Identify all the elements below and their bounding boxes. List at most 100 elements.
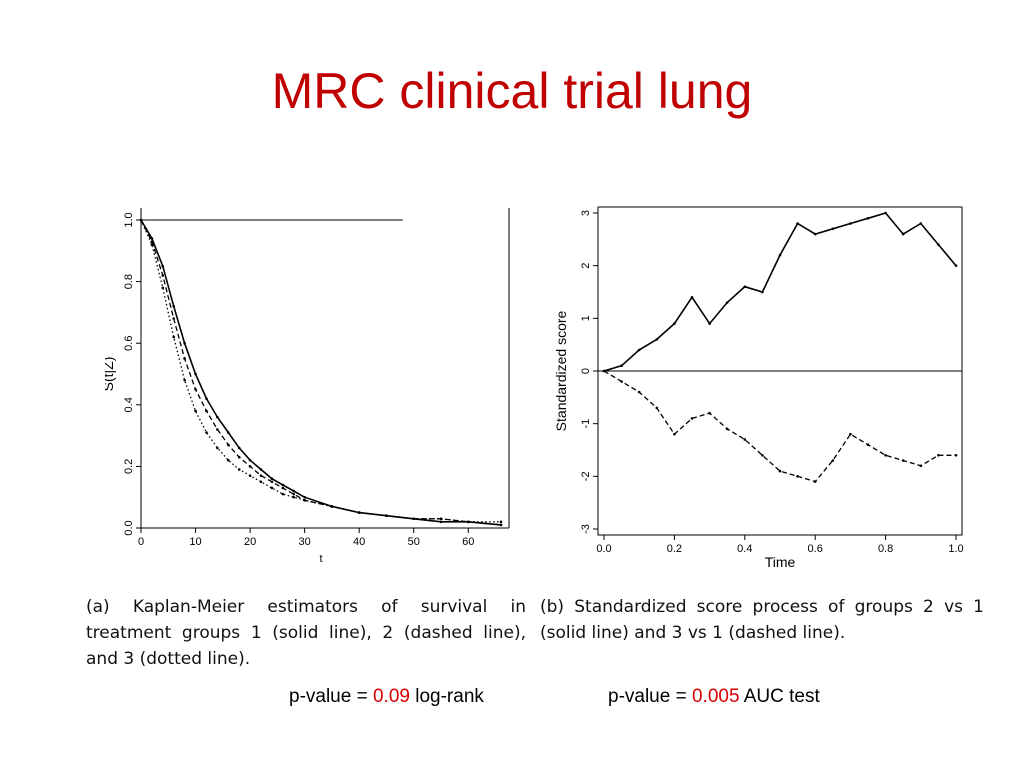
data-point (330, 505, 334, 508)
series-line-2 (603, 370, 956, 483)
data-point (919, 222, 923, 225)
data-point (161, 264, 165, 268)
x-tick-label: 0 (138, 536, 144, 548)
data-point (954, 453, 958, 457)
data-point (796, 475, 799, 478)
data-point (292, 492, 296, 496)
data-point (270, 480, 274, 484)
data-point (172, 304, 176, 308)
y-tick-label: 3 (580, 210, 592, 216)
data-point (901, 232, 905, 236)
data-point (226, 458, 230, 462)
data-point (637, 348, 641, 352)
x-axis-label: Time (765, 554, 796, 570)
data-point (620, 380, 623, 383)
data-point (796, 222, 799, 225)
data-point (150, 237, 154, 240)
x-tick-label: 0.8 (878, 543, 893, 555)
data-point (281, 483, 285, 487)
data-point (259, 480, 263, 484)
data-point (205, 397, 208, 400)
data-point (813, 232, 817, 236)
x-tick-label: 1.0 (948, 543, 963, 555)
data-point (205, 431, 208, 434)
data-point (499, 523, 503, 527)
data-point (866, 443, 870, 447)
y-tick-label: 0.6 (123, 336, 135, 351)
data-point (884, 211, 887, 215)
data-point (849, 432, 852, 436)
y-tick-label: 0.8 (123, 274, 135, 289)
data-point (357, 511, 361, 514)
data-point (194, 409, 197, 413)
pvalue-prefix: p-value = (289, 686, 373, 707)
data-point (725, 301, 729, 304)
pvalue-number: 0.005 (691, 686, 740, 707)
data-point (226, 431, 230, 434)
x-tick-label: 20 (244, 536, 256, 548)
data-point (831, 227, 835, 231)
data-point (385, 514, 388, 517)
x-tick-label: 0.6 (808, 543, 823, 555)
data-point (194, 388, 197, 391)
data-point (743, 285, 747, 289)
data-point (292, 489, 296, 493)
data-point (216, 428, 219, 431)
data-point (194, 372, 197, 376)
series-line-2 (140, 219, 502, 526)
data-point (172, 317, 176, 320)
data-point (183, 357, 186, 360)
data-point (216, 415, 219, 419)
data-point (216, 446, 219, 450)
data-point (183, 378, 186, 382)
data-point (673, 322, 676, 325)
data-point (708, 322, 711, 325)
data-point (259, 474, 263, 477)
y-tick-label: 1 (580, 315, 592, 321)
caption-a: (a) Kaplan-Meier estimators of survival … (86, 597, 526, 669)
data-point (778, 253, 782, 257)
data-point (602, 369, 606, 373)
data-point (743, 438, 747, 441)
score-process-plot: 0.0 0.2 0.4 0.6 0.8 1.0 -3 -2 -1 0 1 2 3 Time Standard… (540, 195, 980, 580)
pvalue-prefix: p-value = (608, 686, 692, 707)
data-point (708, 411, 711, 415)
x-axis-label: t (319, 553, 322, 565)
data-point (725, 427, 729, 431)
x-tick-label: 0.2 (667, 543, 682, 555)
data-point (884, 453, 887, 457)
data-point (637, 390, 641, 394)
data-point (690, 295, 694, 299)
x-tick-label: 0.4 (737, 543, 752, 555)
y-tick-label: 0.2 (123, 459, 135, 474)
x-tick-label: 50 (408, 536, 420, 548)
data-point (439, 520, 443, 524)
y-tick-label: 0.4 (123, 397, 135, 412)
data-point (761, 290, 764, 294)
data-point (270, 486, 274, 490)
data-point (205, 409, 208, 413)
data-point (849, 222, 852, 225)
y-tick-label: 2 (580, 263, 592, 269)
data-point (866, 216, 870, 220)
data-point (248, 474, 252, 477)
score-process-svg: 0.0 0.2 0.4 0.6 0.8 1.0 -3 -2 -1 0 1 2 3 Time Standard… (553, 206, 964, 570)
pvalue-auc: p-value = 0.005 AUC test (608, 686, 820, 708)
series-line-1 (140, 219, 502, 526)
caption-b: (b) Standardized score process of groups… (540, 597, 984, 643)
data-point (237, 446, 241, 450)
x-tick-label: 10 (189, 536, 201, 548)
series-line-1 (603, 212, 957, 372)
data-point (778, 469, 782, 473)
x-tick-label: 30 (299, 536, 311, 548)
data-point (281, 486, 285, 490)
data-point (303, 495, 306, 499)
data-point (499, 520, 503, 524)
data-point (761, 453, 764, 457)
data-point (655, 406, 659, 410)
data-point (292, 495, 296, 499)
data-point (901, 459, 905, 462)
data-point (150, 243, 154, 246)
kaplan-meier-plot: 0 10 20 30 40 50 60 0.0 0.2 0.4 0.6 0.8 1.0 t Ŝ(t|Z) (100, 200, 520, 585)
data-point (620, 364, 623, 368)
